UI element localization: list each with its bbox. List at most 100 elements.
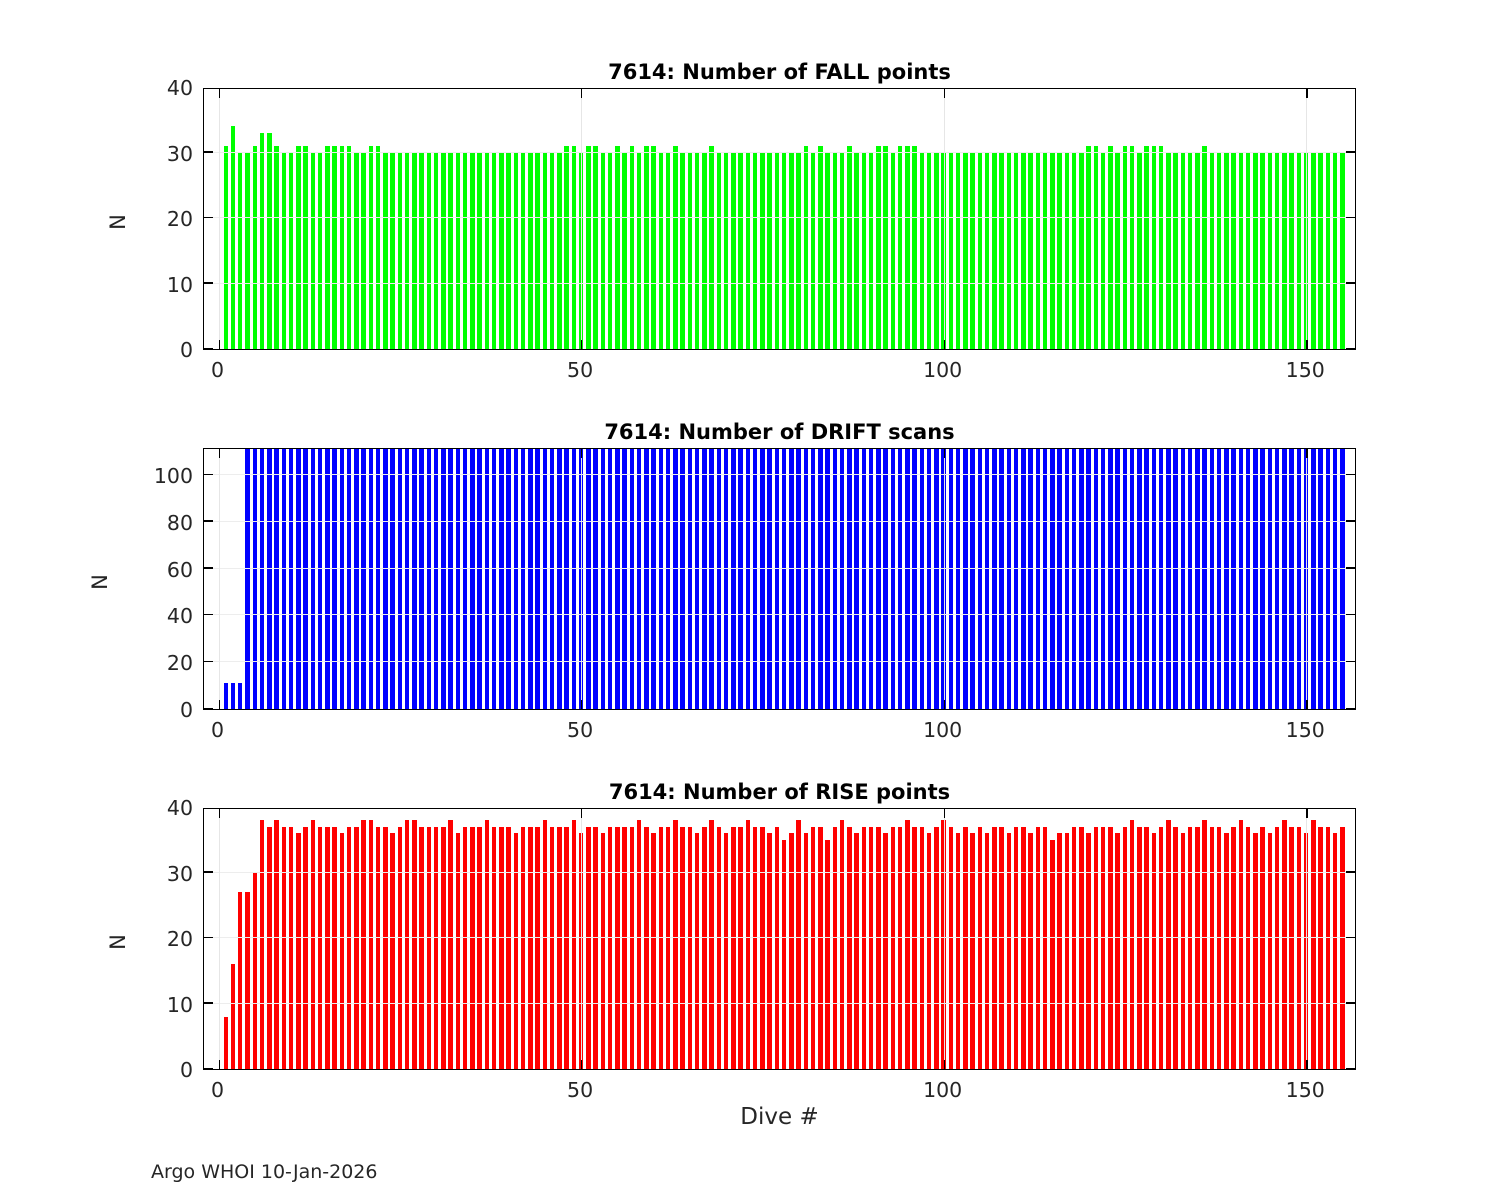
bar xyxy=(535,152,540,349)
y-tick-label: 40 xyxy=(166,75,193,100)
x-tick-label: 150 xyxy=(1285,718,1325,742)
bar xyxy=(709,145,714,349)
bar xyxy=(673,449,678,709)
bar xyxy=(1006,152,1012,349)
x-tick-mark xyxy=(218,1060,220,1069)
bar xyxy=(803,833,809,1069)
bar xyxy=(629,826,635,1069)
bar xyxy=(259,132,265,349)
bar xyxy=(1187,826,1193,1069)
bar xyxy=(1180,152,1186,349)
x-tick-mark xyxy=(943,340,946,349)
bar xyxy=(752,449,758,709)
bar xyxy=(1209,449,1215,709)
gridline-horizontal xyxy=(204,151,1355,153)
x-tick-mark-top xyxy=(581,89,583,98)
bar xyxy=(296,449,301,709)
bar xyxy=(397,826,403,1069)
bar xyxy=(1006,833,1012,1069)
bar xyxy=(1166,152,1171,349)
bar xyxy=(868,152,874,349)
bar xyxy=(919,152,925,349)
bar xyxy=(1209,826,1215,1069)
bar xyxy=(680,449,685,709)
bar xyxy=(897,826,903,1069)
bar xyxy=(897,145,903,349)
gridline-vertical xyxy=(943,809,945,1069)
x-tick-label: 0 xyxy=(210,718,225,742)
bar xyxy=(832,826,838,1069)
bar xyxy=(383,449,388,709)
bar xyxy=(1144,449,1149,709)
bar xyxy=(578,152,584,349)
x-tick-mark-top xyxy=(943,809,946,818)
bar xyxy=(745,152,751,349)
bar xyxy=(296,833,301,1069)
bar xyxy=(1274,449,1280,709)
bar xyxy=(375,449,381,709)
bar xyxy=(1311,820,1316,1069)
bar xyxy=(622,449,627,709)
bar xyxy=(665,152,671,349)
bar xyxy=(390,152,395,349)
bar xyxy=(1332,833,1338,1069)
panel-drift-axes xyxy=(203,448,1356,710)
bar xyxy=(520,826,526,1069)
x-tick-mark-top xyxy=(1306,89,1308,98)
x-tick-mark-top xyxy=(1306,449,1308,458)
gridline-vertical xyxy=(1306,89,1308,349)
bar xyxy=(426,449,432,709)
bar xyxy=(477,826,482,1069)
bar xyxy=(1108,826,1113,1069)
bar xyxy=(644,449,649,709)
y-tick-label: 80 xyxy=(166,510,193,535)
bar xyxy=(223,1016,228,1069)
y-tick-mark xyxy=(204,936,213,938)
bar xyxy=(1166,449,1171,709)
y-tick-mark xyxy=(204,1002,213,1004)
bar xyxy=(1028,152,1033,349)
bar xyxy=(281,826,286,1069)
bar xyxy=(825,152,830,349)
panel-rise-y-tick-labels: 0 10 20 30 40 xyxy=(133,798,193,1080)
bar xyxy=(781,449,787,709)
bar xyxy=(897,449,903,709)
bar xyxy=(607,449,613,709)
bar xyxy=(912,145,917,349)
bar xyxy=(984,152,990,349)
bar xyxy=(716,152,722,349)
bar xyxy=(238,683,243,709)
panel-fall-title: 7614: Number of FALL points xyxy=(608,60,951,84)
bar xyxy=(535,449,540,709)
bar xyxy=(1289,826,1294,1069)
x-tick-label: 100 xyxy=(923,358,963,382)
y-tick-mark xyxy=(204,473,213,476)
bar xyxy=(789,833,794,1069)
bar xyxy=(1282,449,1287,709)
bar xyxy=(470,449,475,709)
bar xyxy=(1318,152,1323,349)
gridline-vertical xyxy=(581,449,583,709)
x-tick-mark-top xyxy=(943,89,946,98)
x-tick-mark xyxy=(943,1060,946,1069)
bar xyxy=(1187,152,1193,349)
bar xyxy=(810,152,816,349)
bar xyxy=(557,152,562,349)
y-tick-mark xyxy=(204,520,213,522)
bar xyxy=(230,683,236,709)
bar xyxy=(1296,449,1302,709)
bar xyxy=(1245,449,1251,709)
y-tick-mark xyxy=(204,1067,213,1069)
bar xyxy=(1064,833,1070,1069)
bar xyxy=(926,152,932,349)
y-tick-mark-right xyxy=(1346,216,1355,218)
bar xyxy=(796,449,801,709)
bar xyxy=(709,820,714,1069)
bar xyxy=(644,145,649,349)
bar xyxy=(825,449,830,709)
bar xyxy=(368,449,374,709)
x-tick-label: 100 xyxy=(923,718,963,742)
bar xyxy=(339,833,345,1069)
bar xyxy=(760,152,765,349)
bar xyxy=(252,145,257,349)
